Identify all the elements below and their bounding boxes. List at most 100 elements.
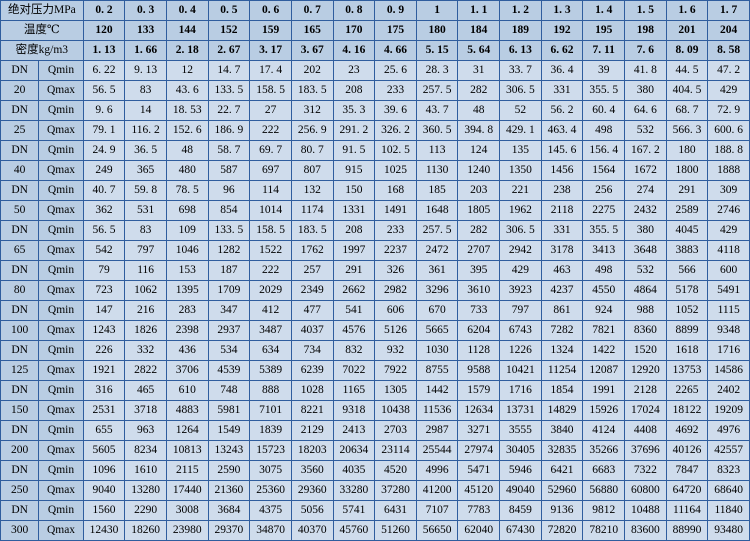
header-value-cell: 2. 18 — [165, 40, 209, 61]
table-row: 300 Qmax 12430 18260 23980 29370 34870 40370 457… — [0, 520, 750, 541]
qmax-value-cell: 429. 1 — [499, 120, 542, 141]
qmin-value-cell: 147 — [82, 300, 126, 321]
qmin-value-cell: 463 — [540, 260, 584, 281]
qmin-value-cell: 257. 5 — [415, 220, 459, 241]
qmin-value-cell: 156. 4 — [582, 140, 626, 161]
qmax-value-cell: 5178 — [665, 280, 709, 301]
qmax-value-cell: 29370 — [207, 520, 251, 541]
qmax-value-cell: 4037 — [290, 320, 334, 341]
qmin-value-cell: 114 — [249, 180, 292, 201]
qmax-value-cell: 1174 — [290, 200, 334, 221]
table-row: 40 Qmax 249 365 480 587 697 807 915 1025 1130 1240 1… — [0, 160, 750, 181]
qmin-value-cell: 1422 — [582, 340, 626, 361]
qmax-value-cell: 5665 — [415, 320, 459, 341]
qmin-value-cell: 9. 6 — [82, 100, 126, 121]
qmin-value-cell: 1442 — [415, 380, 459, 401]
header-value-cell: 1. 66 — [124, 40, 167, 61]
qmax-value-cell: 723 — [82, 280, 126, 301]
qmin-value-cell: 988 — [624, 300, 667, 321]
qmin-label-cell: Qmin — [38, 220, 84, 241]
qmax-value-cell: 2275 — [582, 200, 626, 221]
qmin-value-cell: 238 — [540, 180, 584, 201]
qmin-value-cell: 167. 2 — [624, 140, 667, 161]
qmax-value-cell: 83600 — [624, 520, 667, 541]
qmax-value-cell: 23980 — [165, 520, 209, 541]
qmax-value-cell: 1672 — [624, 160, 667, 181]
header-value-cell: 4. 66 — [374, 40, 417, 61]
header-value-cell: 1. 2 — [499, 0, 542, 21]
qmax-value-cell: 1826 — [124, 320, 167, 341]
qmin-value-cell: 180 — [665, 140, 709, 161]
dn-label-cell: DN — [0, 60, 40, 81]
qmin-value-cell: 135 — [499, 140, 542, 161]
qmax-value-cell: 11536 — [415, 400, 459, 421]
qmax-label-cell: Qmax — [38, 360, 84, 381]
qmin-value-cell: 380 — [624, 220, 667, 241]
qmax-value-cell: 2982 — [374, 280, 417, 301]
qmin-value-cell: 4045 — [665, 220, 709, 241]
qmax-label-cell: Qmax — [38, 80, 84, 101]
qmin-value-cell: 797 — [499, 300, 542, 321]
header-value-cell: 5. 64 — [457, 40, 501, 61]
qmin-value-cell: 655 — [82, 420, 126, 441]
qmax-value-cell: 12920 — [624, 360, 667, 381]
qmax-value-cell: 306. 5 — [499, 80, 542, 101]
qmin-value-cell: 216 — [124, 300, 167, 321]
qmax-value-cell: 1800 — [665, 160, 709, 181]
qmin-value-cell: 332 — [124, 340, 167, 361]
qmax-value-cell: 2349 — [290, 280, 334, 301]
qmin-value-cell: 14. 7 — [207, 60, 251, 81]
qmin-value-cell: 183. 5 — [290, 220, 334, 241]
dn-label-cell: DN — [0, 420, 40, 441]
qmin-value-cell: 395 — [457, 260, 501, 281]
qmax-value-cell: 291. 2 — [332, 120, 376, 141]
qmax-value-cell: 34870 — [249, 520, 292, 541]
table-row: 25 Qmax 79. 1 116. 2 152. 6 186. 9 222 256. 9 29… — [0, 120, 750, 141]
dn-label-cell: DN — [0, 380, 40, 401]
qmax-value-cell: 807 — [290, 160, 334, 181]
qmin-value-cell: 1305 — [374, 380, 417, 401]
qmin-value-cell: 832 — [332, 340, 376, 361]
table-row: DN Qmin 1096 1610 2115 2590 3075 3560 4035 4520 49… — [0, 460, 750, 481]
qmin-value-cell: 4375 — [249, 500, 292, 521]
qmax-value-cell: 1564 — [582, 160, 626, 181]
qmax-value-cell: 17024 — [624, 400, 667, 421]
qmin-value-cell: 40. 7 — [82, 180, 126, 201]
qmin-value-cell: 1165 — [332, 380, 376, 401]
qmax-value-cell: 158. 5 — [249, 80, 292, 101]
qmax-value-cell: 854 — [207, 200, 251, 221]
qmax-value-cell: 2237 — [374, 240, 417, 261]
qmin-value-cell: 5741 — [332, 500, 376, 521]
qmin-value-cell: 2987 — [415, 420, 459, 441]
qmax-value-cell: 8899 — [665, 320, 709, 341]
qmax-value-cell: 2472 — [415, 240, 459, 261]
qmax-value-cell: 1962 — [499, 200, 542, 221]
header-value-cell: 3. 17 — [249, 40, 292, 61]
qmin-value-cell: 3555 — [499, 420, 542, 441]
qmax-value-cell: 1648 — [415, 200, 459, 221]
table-row: DN Qmin 226 332 436 534 634 734 832 932 1030 1128 12… — [0, 340, 750, 361]
qmax-value-cell: 257. 5 — [415, 80, 459, 101]
qmin-value-cell: 477 — [290, 300, 334, 321]
qmax-value-cell: 7101 — [249, 400, 292, 421]
header-value-cell: 3. 67 — [290, 40, 334, 61]
qmin-value-cell: 27 — [249, 100, 292, 121]
qmax-value-cell: 133. 5 — [207, 80, 251, 101]
qmin-value-cell: 79 — [82, 260, 126, 281]
qmax-value-cell: 72820 — [540, 520, 584, 541]
qmax-value-cell: 18203 — [290, 440, 334, 461]
qmin-label-cell: Qmin — [38, 60, 84, 81]
qmax-value-cell: 360. 5 — [415, 120, 459, 141]
qmin-value-cell: 58. 7 — [207, 140, 251, 161]
qmin-value-cell: 1549 — [207, 420, 251, 441]
header-value-cell: 5. 15 — [415, 40, 459, 61]
qmax-value-cell: 35266 — [582, 440, 626, 461]
qmax-value-cell: 1709 — [207, 280, 251, 301]
qmin-value-cell: 9812 — [582, 500, 626, 521]
header-value-cell: 120 — [82, 20, 126, 41]
qmax-value-cell: 1331 — [332, 200, 376, 221]
qmax-value-cell: 4237 — [540, 280, 584, 301]
dn-size-cell: 300 — [0, 520, 40, 541]
qmin-value-cell: 291 — [665, 180, 709, 201]
